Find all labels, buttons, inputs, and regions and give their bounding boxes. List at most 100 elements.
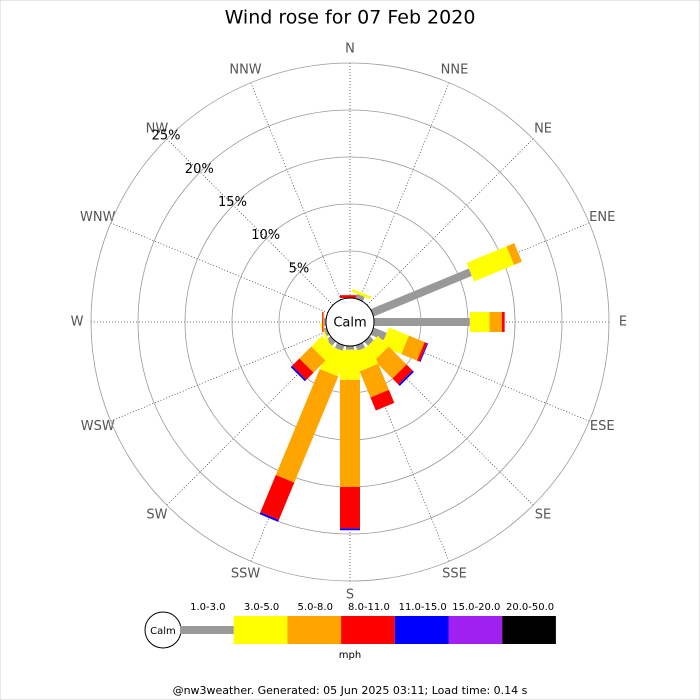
direction-label: ENE bbox=[589, 210, 615, 225]
ring-label: 20% bbox=[185, 162, 214, 177]
calm-circle bbox=[325, 297, 375, 347]
legend-swatch bbox=[287, 616, 342, 644]
bar-segment bbox=[416, 342, 428, 362]
direction-label: ESE bbox=[590, 419, 615, 434]
spoke bbox=[110, 222, 328, 314]
legend-label: 15.0-20.0 bbox=[452, 602, 500, 613]
direction-label: N bbox=[345, 42, 355, 57]
legend-label: 1.0-3.0 bbox=[190, 602, 225, 613]
bar-segment bbox=[370, 389, 395, 411]
bar-segment bbox=[469, 312, 490, 332]
legend-label: 8.0-11.0 bbox=[348, 602, 390, 613]
chart-title: Wind rose for 07 Feb 2020 bbox=[225, 7, 476, 29]
footer: @nw3weather. Generated: 05 Jun 2025 03:1… bbox=[173, 684, 528, 697]
direction-bar bbox=[370, 327, 429, 363]
bar-segment bbox=[290, 365, 307, 382]
direction-bar bbox=[322, 312, 326, 332]
direction-label: NW bbox=[146, 121, 169, 136]
bar-segment bbox=[364, 336, 374, 346]
bar-segment bbox=[259, 512, 279, 522]
spoke bbox=[250, 82, 342, 300]
bar-segment bbox=[323, 312, 325, 332]
bar-segment bbox=[501, 312, 505, 332]
bar-segment bbox=[346, 346, 354, 350]
bar-segment bbox=[326, 336, 336, 346]
bar-segment bbox=[340, 379, 360, 487]
legend-swatch bbox=[233, 616, 288, 644]
bar-segment bbox=[299, 346, 326, 373]
legend-label: 20.0-50.0 bbox=[506, 602, 554, 613]
legend-swatch bbox=[341, 616, 395, 644]
ring-label: 25% bbox=[152, 129, 181, 144]
legend-swatch bbox=[180, 626, 236, 634]
direction-label: SW bbox=[146, 508, 167, 523]
bar-segment bbox=[311, 335, 337, 361]
direction-label: SE bbox=[535, 508, 551, 523]
direction-bar bbox=[370, 243, 522, 317]
legend-calm-label: Calm bbox=[150, 626, 176, 637]
bar-segment bbox=[355, 342, 366, 351]
direction-bar bbox=[290, 335, 337, 382]
bar-segment bbox=[489, 312, 502, 332]
ring bbox=[90, 62, 610, 582]
legend-label: 3.0-5.0 bbox=[244, 602, 279, 613]
bar-segment bbox=[292, 358, 314, 380]
ring-label: 15% bbox=[218, 195, 247, 210]
bar-segment bbox=[340, 295, 360, 298]
direction-bar bbox=[374, 312, 505, 332]
unit-label: mph bbox=[339, 650, 361, 661]
bar-segment bbox=[275, 369, 339, 483]
legend-label: 5.0-8.0 bbox=[298, 602, 333, 613]
bar-segment bbox=[355, 293, 365, 302]
bar-segment bbox=[324, 318, 326, 326]
ring bbox=[137, 109, 563, 535]
direction-label: WSW bbox=[81, 419, 115, 434]
legend: Calm 1.0-3.0 3.0-5.0 5.0-8.0 8.0-11.0 11.0-1… bbox=[144, 602, 556, 649]
ring-label: 10% bbox=[251, 228, 280, 243]
legend-swatch bbox=[502, 616, 556, 644]
bar-segment bbox=[374, 318, 470, 326]
direction-label: W bbox=[71, 315, 84, 330]
ring-label: 5% bbox=[289, 261, 310, 276]
calm-label: Calm bbox=[333, 316, 366, 331]
legend-swatch bbox=[448, 616, 503, 644]
spoke bbox=[366, 138, 534, 306]
bar-segment bbox=[466, 246, 515, 282]
bar-segment bbox=[323, 327, 330, 336]
direction-bar bbox=[319, 323, 330, 343]
bar-segment bbox=[506, 243, 522, 265]
bar-segment bbox=[319, 323, 330, 343]
bar-segment bbox=[334, 342, 345, 351]
bars bbox=[259, 243, 522, 531]
bar-segment bbox=[392, 364, 413, 385]
direction-label: SSE bbox=[442, 567, 467, 582]
direction-label: NNE bbox=[441, 62, 469, 77]
direction-label: NNW bbox=[229, 62, 261, 77]
legend-swatch bbox=[394, 616, 449, 644]
direction-label: SSW bbox=[231, 567, 261, 582]
bar-segment bbox=[401, 335, 425, 361]
bar-segment bbox=[351, 289, 372, 300]
bar-segment bbox=[260, 474, 295, 520]
spoke bbox=[166, 138, 334, 306]
bar-segment bbox=[370, 268, 472, 317]
bar-segment bbox=[322, 312, 324, 332]
direction-label: S bbox=[346, 588, 354, 603]
spoke bbox=[110, 330, 328, 422]
direction-bar bbox=[259, 342, 348, 522]
bar-segment bbox=[340, 487, 360, 529]
bar-segment bbox=[370, 327, 387, 341]
bar-segment bbox=[374, 346, 407, 379]
direction-bar bbox=[340, 295, 360, 298]
direction-bar bbox=[340, 346, 360, 531]
direction-label: NE bbox=[534, 121, 552, 136]
bar-segment bbox=[398, 370, 414, 386]
direction-bar bbox=[351, 289, 372, 302]
bar-segment bbox=[359, 363, 389, 398]
legend-label: 11.0-15.0 bbox=[399, 602, 447, 613]
direction-label: WNW bbox=[80, 210, 116, 225]
direction-label: E bbox=[619, 315, 627, 330]
bar-segment bbox=[340, 528, 360, 531]
bar-segment bbox=[419, 343, 429, 363]
